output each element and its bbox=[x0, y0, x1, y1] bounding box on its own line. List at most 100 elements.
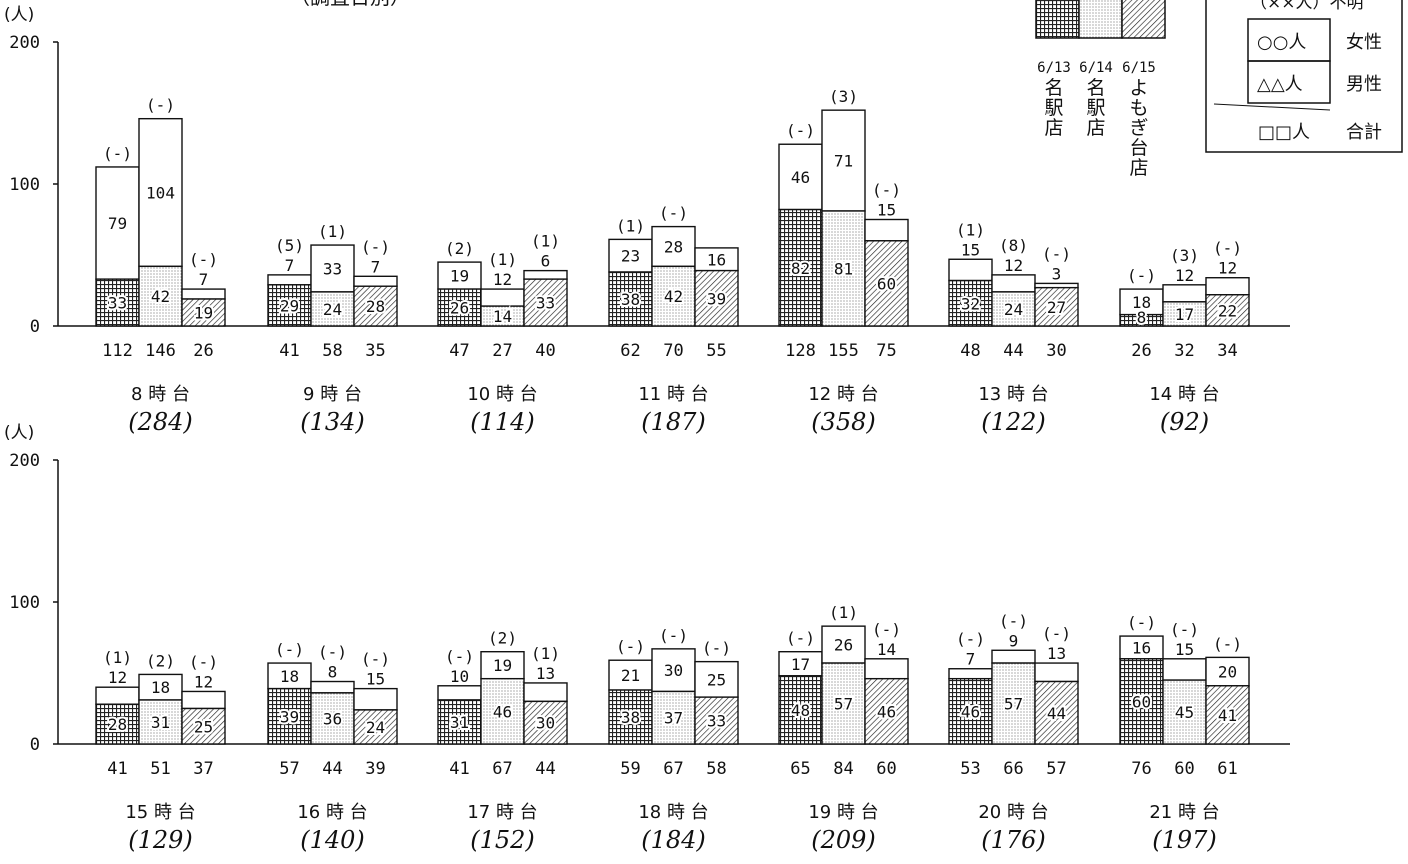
bar-total-value: 41 bbox=[107, 759, 127, 779]
store-legend-name-0: 名 bbox=[1044, 77, 1063, 99]
bar-unknown-value: (-) bbox=[702, 639, 731, 658]
bar-male-value: 41 bbox=[1218, 706, 1237, 725]
bar-female-value: 12 bbox=[194, 672, 213, 691]
bar-male-value: 29 bbox=[280, 296, 299, 315]
hour-label: 19 時 台 bbox=[808, 802, 878, 823]
bar-total-value: 66 bbox=[1003, 759, 1023, 779]
bar-unknown-value: (3) bbox=[829, 87, 858, 106]
store-legend-date-2: 6/15 bbox=[1122, 60, 1156, 76]
bar-female-value: 15 bbox=[961, 240, 980, 259]
bar-female-value: 16 bbox=[707, 250, 726, 269]
y-tick-label: 0 bbox=[30, 735, 40, 755]
y-tick-label: 0 bbox=[30, 317, 40, 337]
bar-female-value: 12 bbox=[1175, 266, 1194, 285]
bar-female-value: 7 bbox=[199, 270, 209, 289]
bar-total-value: 37 bbox=[193, 759, 213, 779]
bar-total-value: 34 bbox=[1217, 341, 1237, 361]
bar-female-value: 15 bbox=[877, 201, 896, 220]
bar-male-segment bbox=[778, 675, 823, 745]
y-tick-label: 200 bbox=[9, 33, 40, 53]
bar-male-value: 24 bbox=[366, 718, 385, 737]
bar-female-segment bbox=[608, 238, 653, 273]
bar-female-segment bbox=[353, 687, 398, 711]
hour-sum: (140) bbox=[300, 826, 365, 854]
bar-male-segment bbox=[181, 298, 226, 327]
bar-unknown-value: (1) bbox=[531, 644, 560, 663]
bar-total-value: 26 bbox=[193, 341, 213, 361]
hour-label: 13 時 台 bbox=[978, 384, 1048, 405]
bar-male-value: 44 bbox=[1047, 704, 1066, 723]
bar-unknown-value: (1) bbox=[488, 250, 517, 269]
bar-unknown-value: (-) bbox=[361, 237, 390, 256]
bar-female-segment bbox=[267, 274, 312, 286]
bar-unknown-value: (-) bbox=[872, 181, 901, 200]
bar-female-segment bbox=[95, 686, 140, 705]
bar-male-value: 46 bbox=[961, 702, 980, 721]
bar-unknown-value: (3) bbox=[1170, 246, 1199, 265]
bar-female-value: 23 bbox=[621, 247, 640, 266]
key-unknown-label: （××人）不明 bbox=[1250, 0, 1364, 13]
bar-total-value: 61 bbox=[1217, 759, 1237, 779]
bar-male-value: 28 bbox=[108, 715, 127, 734]
y-unit-label: (人) bbox=[4, 5, 34, 25]
bar-female-segment bbox=[480, 288, 525, 307]
bar-male-segment bbox=[267, 687, 312, 745]
bar-male-value: 32 bbox=[961, 294, 980, 313]
bar-unknown-value: (-) bbox=[616, 637, 645, 656]
bar-total-value: 59 bbox=[620, 759, 640, 779]
bar-male-value: 48 bbox=[791, 701, 810, 720]
bar-total-value: 62 bbox=[620, 341, 640, 361]
bar-unknown-value: (1) bbox=[956, 220, 985, 239]
bar-male-value: 36 bbox=[323, 709, 342, 728]
bar-male-segment bbox=[437, 699, 482, 745]
bar-female-value: 12 bbox=[1004, 256, 1023, 275]
bar-male-segment bbox=[523, 700, 568, 745]
bar-unknown-value: (-) bbox=[361, 650, 390, 669]
bar-male-value: 57 bbox=[834, 695, 853, 714]
bar-female-value: 18 bbox=[151, 678, 170, 697]
bar-total-value: 155 bbox=[828, 341, 859, 361]
bar-total-value: 30 bbox=[1046, 341, 1066, 361]
bar-unknown-value: (1) bbox=[531, 232, 560, 251]
bar-female-value: 12 bbox=[1218, 259, 1237, 278]
bar-total-value: 44 bbox=[535, 759, 555, 779]
bar-female-segment bbox=[1205, 656, 1250, 687]
bar-total-value: 57 bbox=[279, 759, 299, 779]
hour-label: 17 時 台 bbox=[467, 802, 537, 823]
bar-total-value: 44 bbox=[1003, 341, 1023, 361]
bar-total-value: 48 bbox=[960, 341, 980, 361]
bar-female-segment bbox=[1162, 284, 1207, 303]
hour-label: 8 時 台 bbox=[131, 384, 190, 405]
key-male-label: 男性 bbox=[1346, 74, 1382, 95]
bar-female-segment bbox=[437, 685, 482, 701]
bar-total-value: 44 bbox=[322, 759, 342, 779]
store-legend-name-2: も bbox=[1129, 97, 1148, 119]
bar-total-value: 112 bbox=[102, 341, 133, 361]
bar-unknown-value: (-) bbox=[275, 640, 304, 659]
hour-sum: (176) bbox=[981, 826, 1046, 854]
bar-unknown-value: (-) bbox=[956, 630, 985, 649]
bar-male-segment bbox=[353, 285, 398, 327]
store-legend-name-1: 店 bbox=[1086, 117, 1105, 139]
bar-male-value: 33 bbox=[108, 294, 127, 313]
bar-total-value: 35 bbox=[365, 341, 385, 361]
bar-female-value: 15 bbox=[1175, 640, 1194, 659]
y-tick-label: 100 bbox=[9, 593, 40, 613]
bar-male-value: 46 bbox=[493, 702, 512, 721]
bar-total-value: 128 bbox=[785, 341, 816, 361]
bar-total-value: 146 bbox=[145, 341, 176, 361]
key-box: （××人）不明 ○○人 女性 △△人 男性 □□人 合計 bbox=[1205, 0, 1403, 153]
hour-sum: (92) bbox=[1160, 408, 1209, 436]
bar-total-value: 41 bbox=[449, 759, 469, 779]
store-legend-swatch-1 bbox=[1078, 0, 1123, 39]
bar-male-segment bbox=[523, 278, 568, 327]
bar-unknown-value: (8) bbox=[999, 236, 1028, 255]
bar-unknown-value: (-) bbox=[659, 626, 688, 645]
bar-male-segment bbox=[651, 690, 696, 745]
bar-male-value: 42 bbox=[664, 287, 683, 306]
bar-male-segment bbox=[651, 265, 696, 327]
store-legend-swatch-2 bbox=[1121, 0, 1166, 39]
key-total-value: □□人 bbox=[1258, 122, 1310, 143]
